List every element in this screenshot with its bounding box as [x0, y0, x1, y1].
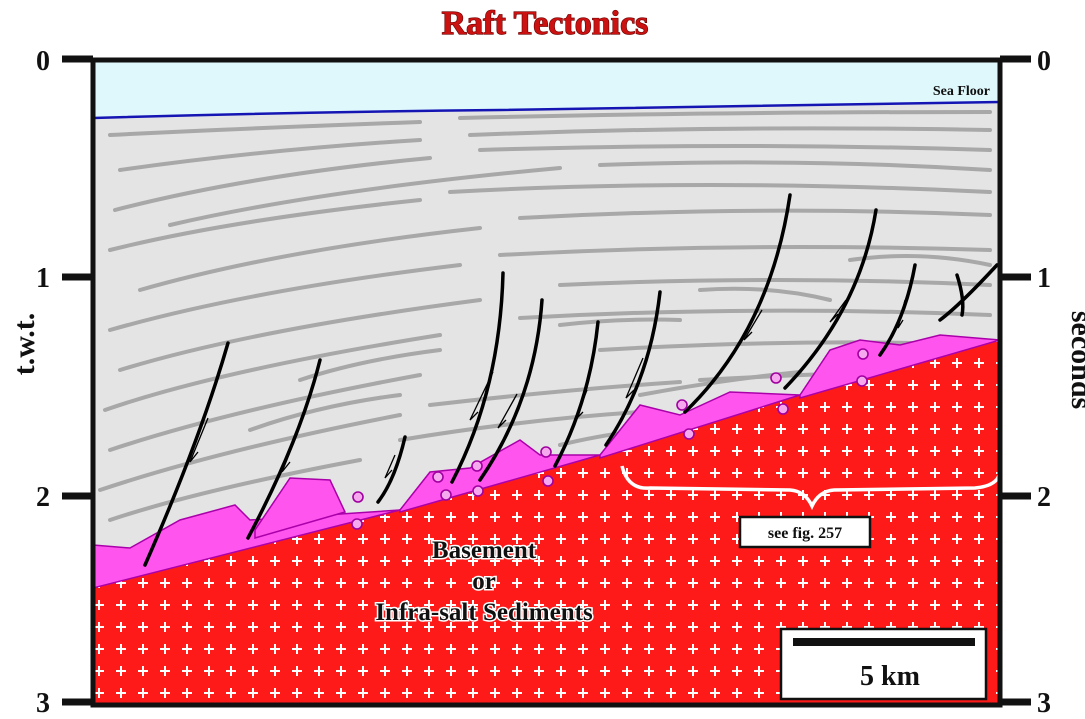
diagram-title: Raft Tectonics	[442, 5, 649, 42]
axis-ticks	[62, 55, 1031, 706]
right-tick-3: 3	[1037, 688, 1051, 719]
salt-body-1	[93, 504, 401, 589]
section-brace	[620, 465, 1000, 511]
left-axis-labels: 0 1 2 3	[36, 46, 50, 719]
slip-arrows	[189, 299, 906, 479]
see-figure-label: see fig. 257	[768, 525, 842, 542]
right-tick-0: 0	[1037, 46, 1051, 77]
salt-body-2	[254, 477, 347, 539]
left-tick-0: 0	[36, 46, 50, 77]
salt-body-4	[599, 391, 801, 460]
right-tick-1: 1	[1037, 263, 1051, 294]
see-figure-box	[738, 515, 872, 549]
left-tick-3: 3	[36, 688, 50, 719]
salt-body-5	[799, 334, 1000, 399]
right-tick-2: 2	[1037, 482, 1051, 513]
basement-block	[93, 340, 1000, 705]
left-axis-title: t.w.t.	[8, 313, 41, 376]
basement-label-line1: Basement	[432, 537, 537, 564]
left-tick-2: 2	[36, 482, 50, 513]
section-frame	[90, 57, 1003, 708]
scale-bar-label: 5 km	[860, 661, 920, 692]
sea-floor-label: Sea Floor	[933, 84, 990, 99]
section-body	[93, 60, 1000, 705]
basement-label-line3: Infra-salt Sediments	[375, 599, 593, 626]
basement-label-line2: or	[472, 568, 496, 595]
sea-floor-line	[93, 100, 1000, 120]
right-axis-title: seconds	[1065, 311, 1085, 409]
left-tick-1: 1	[36, 263, 50, 294]
salt-weld-markers	[351, 348, 869, 530]
right-axis-labels: 0 1 2 3	[1037, 46, 1051, 719]
listric-faults	[143, 193, 999, 567]
